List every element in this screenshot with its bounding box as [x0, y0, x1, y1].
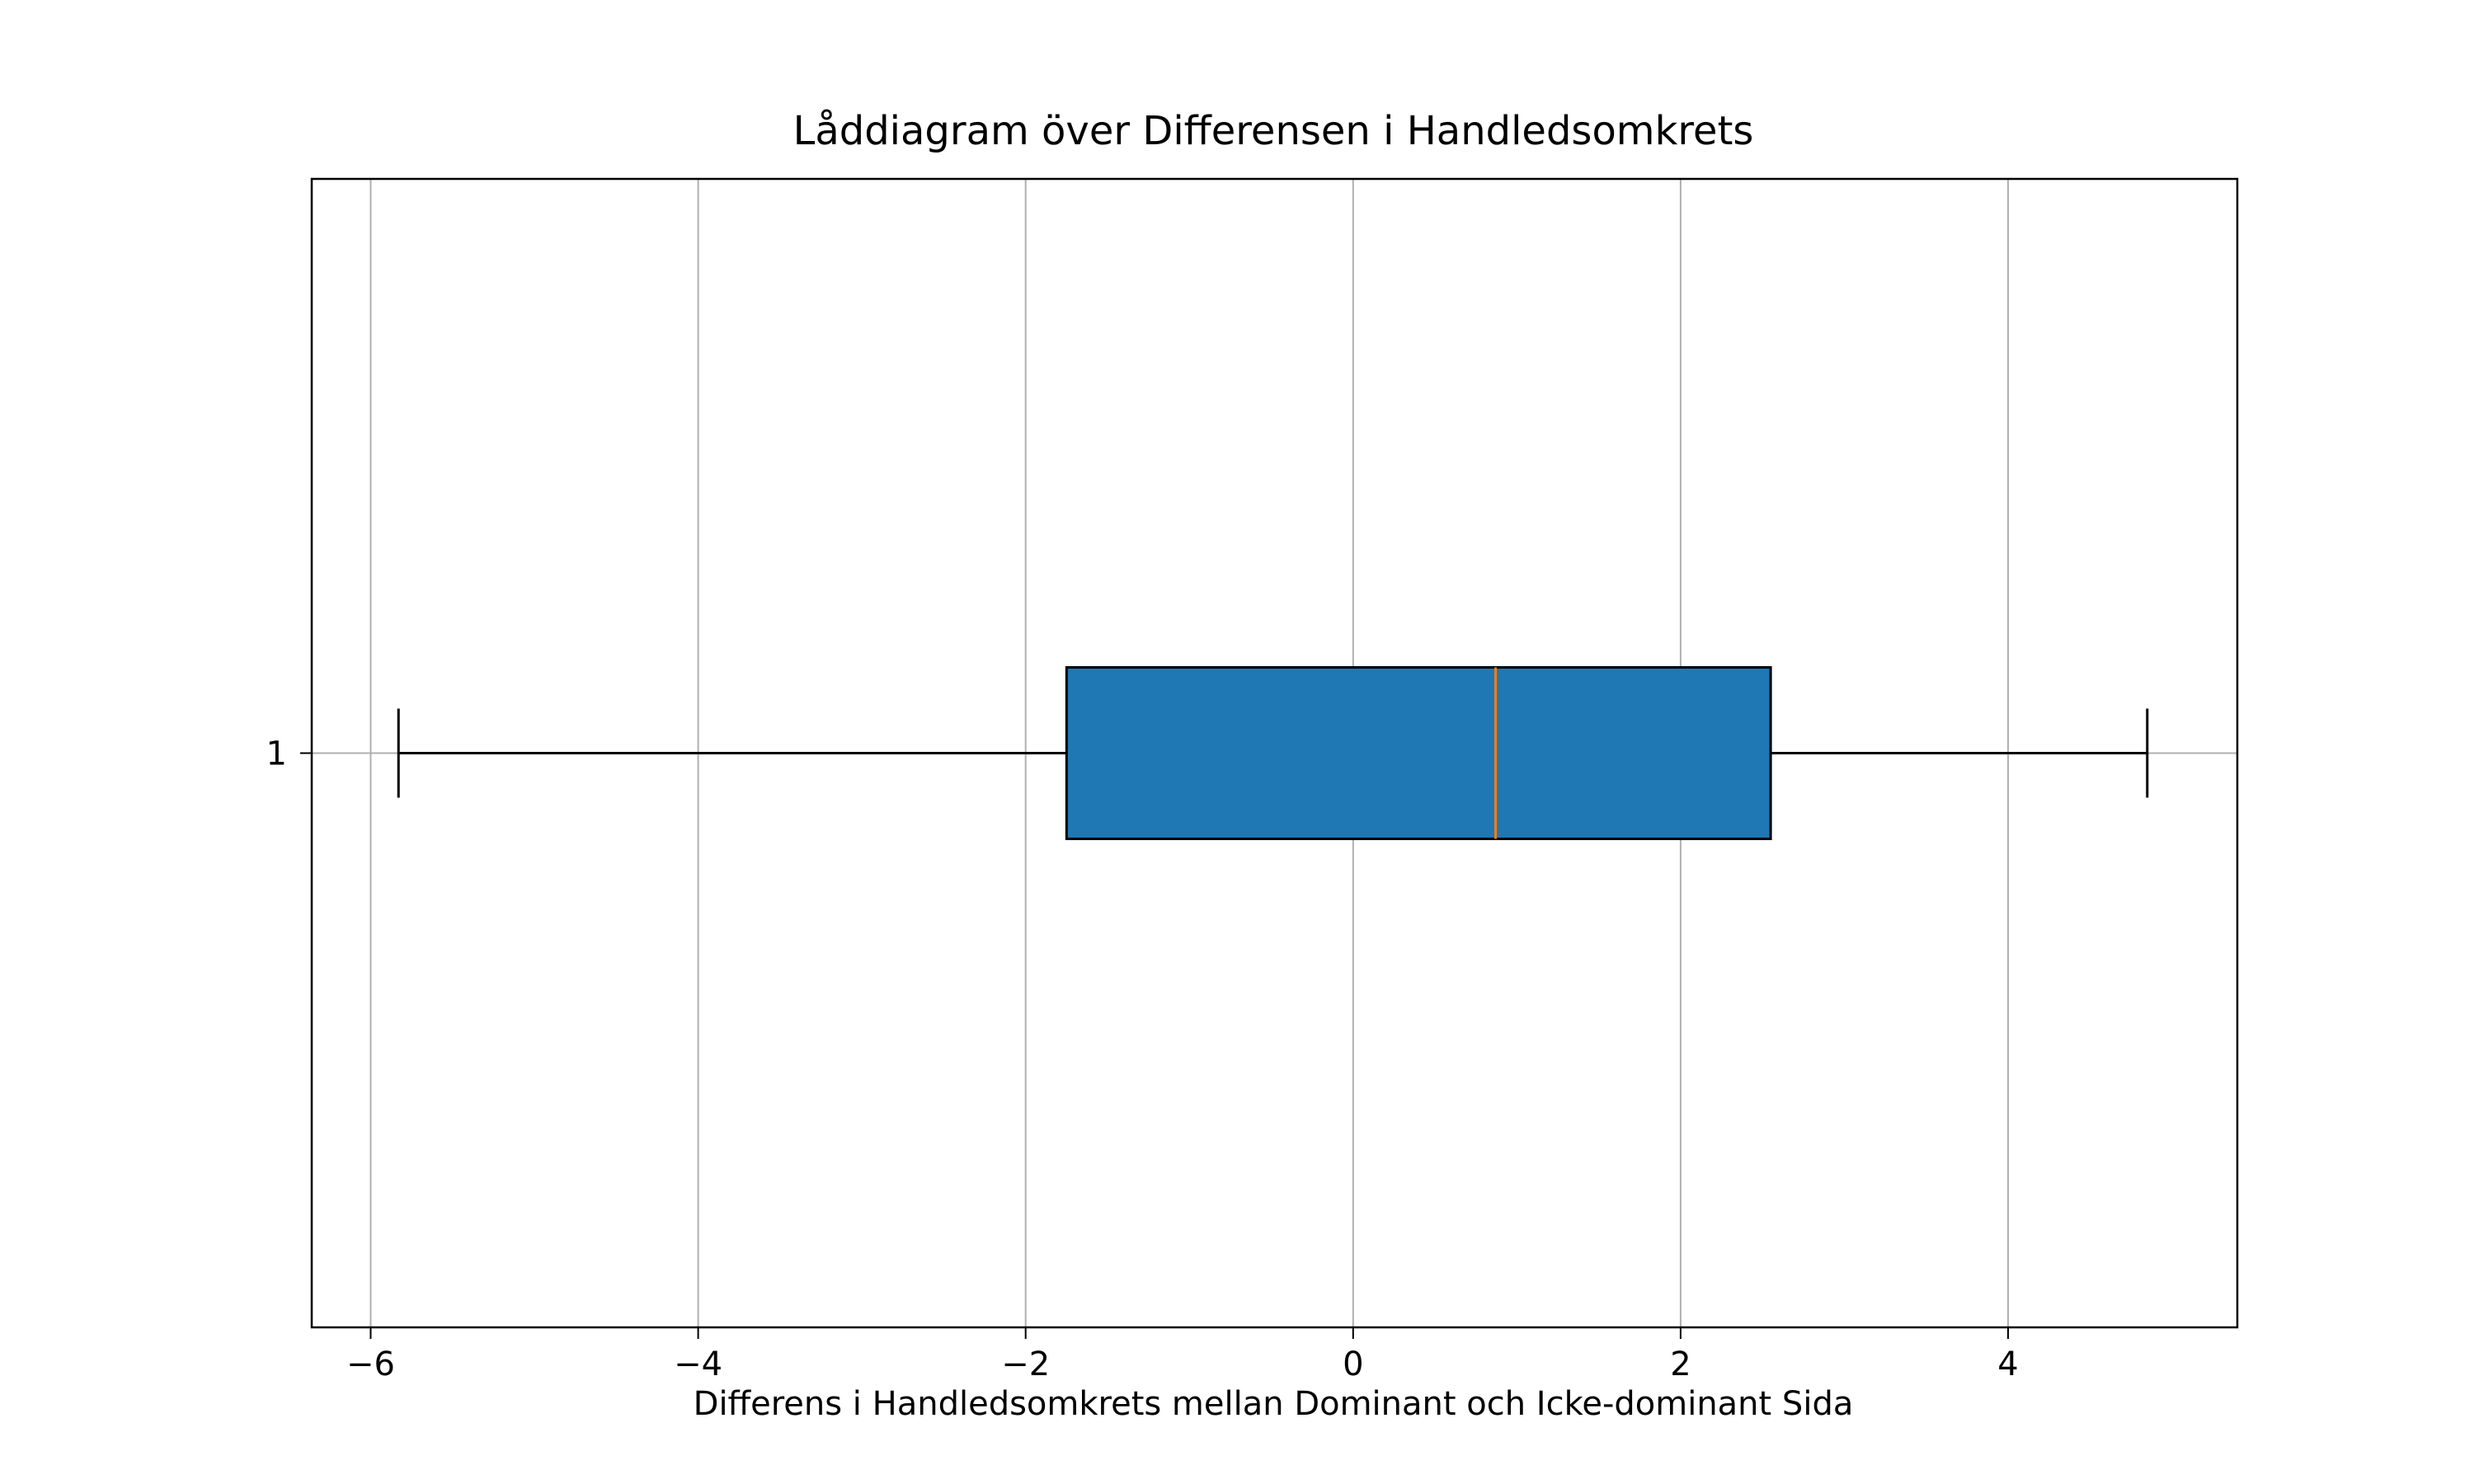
x-tick-label: 4 [1997, 1345, 2018, 1383]
x-tick-label: 0 [1343, 1345, 1363, 1383]
tick-layer: −6 −4 −2 0 2 4 1 [266, 735, 2019, 1384]
iqr-box [1065, 666, 1772, 840]
x-tick-label: −2 [1001, 1345, 1050, 1383]
chart-title: Låddiagram över Differensen i Handledsom… [793, 108, 1754, 154]
box-layer [397, 666, 2149, 840]
x-axis-label: Differens i Handledsomkrets mellan Domin… [694, 1385, 1854, 1423]
x-tick-label: −6 [346, 1345, 395, 1383]
x-tick-label: 2 [1670, 1345, 1691, 1383]
x-tick-label: −4 [674, 1345, 722, 1383]
y-tick-label: 1 [266, 735, 287, 773]
